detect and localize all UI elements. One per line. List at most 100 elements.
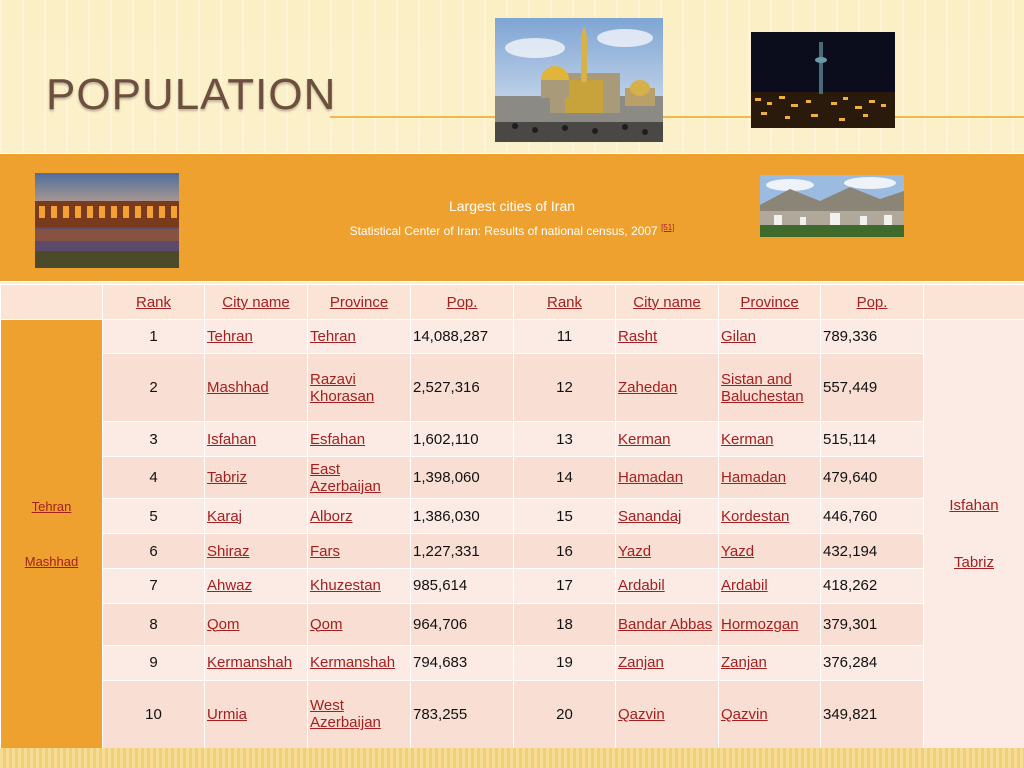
header-province-1[interactable]: Province [329, 293, 389, 311]
city-link[interactable]: Kerman [618, 430, 671, 448]
province-link[interactable]: Fars [310, 542, 340, 560]
city-link[interactable]: Rasht [618, 328, 658, 346]
population-cell: 432,194 [820, 533, 924, 569]
city-link[interactable]: Kermanshah [207, 654, 293, 672]
population-cell: 515,114 [820, 421, 924, 458]
rank-cell: 12 [513, 353, 616, 423]
population-cell: 376,284 [820, 644, 924, 681]
city-link[interactable]: Sanandaj [618, 507, 682, 525]
table-row: 3 Isfahan Esfahan 1,602,110 13 Kerman Ke… [1, 421, 1024, 458]
population-cell: 794,683 [410, 644, 514, 681]
caption-title: Largest cities of Iran [448, 198, 576, 214]
rank-cell: 8 [102, 602, 205, 646]
city-link[interactable]: Urmia [207, 705, 247, 723]
bridge-photo [35, 173, 179, 268]
city-link[interactable]: Tabriz [207, 469, 248, 487]
rank-cell: 1 [102, 318, 205, 355]
header-pop-2[interactable]: Pop. [856, 293, 888, 311]
caption-subtitle: Statistical Center of Iran: Results of n… [250, 223, 774, 238]
province-link[interactable]: Hormozgan [721, 615, 799, 633]
header-city-1[interactable]: City name [222, 293, 290, 311]
header-spacer-right [923, 284, 1024, 320]
rank-cell: 4 [102, 456, 205, 500]
city-link[interactable]: Qazvin [618, 705, 665, 723]
population-cell: 985,614 [410, 567, 514, 604]
header-rank-2[interactable]: Rank [546, 293, 583, 311]
rank-cell: 10 [102, 679, 205, 750]
header-pop-1[interactable]: Pop. [446, 293, 478, 311]
province-link[interactable]: West Azerbaijan [310, 697, 381, 732]
rank-cell: 7 [102, 567, 205, 604]
city-link[interactable]: Qom [207, 615, 240, 633]
sidebar-link-tabriz[interactable]: Tabriz [953, 554, 994, 571]
night-city-photo [751, 32, 895, 128]
province-link[interactable]: Qazvin [721, 705, 768, 723]
shrine-photo [495, 18, 663, 142]
province-link[interactable]: Razavi Khorasan [310, 370, 375, 405]
sidebar-link-tehran[interactable]: Tehran [31, 499, 72, 514]
population-cell: 479,640 [820, 456, 924, 500]
population-cell: 349,821 [820, 679, 924, 750]
province-link[interactable]: Hamadan [721, 469, 787, 487]
province-link[interactable]: Qom [310, 615, 343, 633]
rank-cell: 18 [513, 602, 616, 646]
city-link[interactable]: Mashhad [207, 379, 269, 397]
province-link[interactable]: Gilan [721, 328, 757, 346]
city-link[interactable]: Isfahan [207, 430, 257, 448]
province-link[interactable]: Khuzestan [310, 577, 381, 595]
table-row: 9 Kermanshah Kermanshah 794,683 19 Zanja… [1, 644, 1024, 681]
province-link[interactable]: Kermanshah [310, 654, 396, 672]
province-link[interactable]: Alborz [310, 507, 353, 525]
footnote-link[interactable]: [51] [661, 223, 675, 232]
rank-cell: 6 [102, 533, 205, 569]
header-spacer-left [0, 284, 103, 320]
city-link[interactable]: Karaj [207, 507, 243, 525]
province-link[interactable]: Esfahan [310, 430, 366, 448]
sidebar-link-isfahan[interactable]: Isfahan [949, 497, 999, 514]
header-rank-1[interactable]: Rank [135, 293, 172, 311]
population-cell: 1,602,110 [410, 421, 514, 458]
city-link[interactable]: Hamadan [618, 469, 684, 487]
rank-cell: 3 [102, 421, 205, 458]
population-cell: 446,760 [820, 498, 924, 535]
mountain-city-photo [760, 175, 904, 237]
header-city-2[interactable]: City name [633, 293, 701, 311]
population-cell: 783,255 [410, 679, 514, 750]
province-link[interactable]: Tehran [310, 328, 356, 346]
right-image-sidebar: Isfahan Tabriz [923, 319, 1024, 749]
table-row: 2 Mashhad Razavi Khorasan 2,527,316 12 Z… [1, 353, 1024, 423]
province-link[interactable]: Kerman [721, 430, 774, 448]
province-link[interactable]: Ardabil [721, 577, 768, 595]
header-province-2[interactable]: Province [740, 293, 799, 311]
rank-cell: 13 [513, 421, 616, 458]
title-divider [330, 116, 1024, 118]
population-cell: 379,301 [820, 602, 924, 646]
province-link[interactable]: Yazd [721, 542, 755, 560]
city-link[interactable]: Shiraz [207, 542, 250, 560]
province-link[interactable]: Zanjan [721, 654, 767, 672]
table-row: Tehran Mashhad 1 Tehran Tehran 14,088,28… [0, 318, 1024, 749]
population-cell: 557,449 [820, 353, 924, 423]
rank-cell: 11 [513, 318, 616, 355]
population-cell: 418,262 [820, 567, 924, 604]
city-link[interactable]: Ardabil [618, 577, 665, 595]
population-cell: 1,227,331 [410, 533, 514, 569]
rank-cell: 9 [102, 644, 205, 681]
city-link[interactable]: Zanjan [618, 654, 664, 672]
city-link[interactable]: Zahedan [618, 379, 678, 397]
table-row: 6 Shiraz Fars 1,227,331 16 Yazd Yazd 432… [1, 533, 1024, 569]
population-cell: 14,088,287 [410, 318, 514, 355]
city-link[interactable]: Yazd [618, 542, 652, 560]
rank-cell: 19 [513, 644, 616, 681]
province-link[interactable]: Sistan and Baluchestan [721, 370, 804, 405]
city-link[interactable]: Bandar Abbas [618, 615, 713, 633]
province-link[interactable]: East Azerbaijan [310, 460, 381, 495]
rank-cell: 15 [513, 498, 616, 535]
left-image-sidebar: Tehran Mashhad [0, 319, 103, 749]
city-link[interactable]: Tehran [207, 328, 253, 346]
city-link[interactable]: Ahwaz [207, 577, 253, 595]
rank-cell: 5 [102, 498, 205, 535]
province-link[interactable]: Kordestan [721, 507, 790, 525]
table-row: 10 Urmia West Azerbaijan 783,255 20 Qazv… [1, 679, 1024, 750]
sidebar-link-mashhad[interactable]: Mashhad [24, 554, 79, 569]
